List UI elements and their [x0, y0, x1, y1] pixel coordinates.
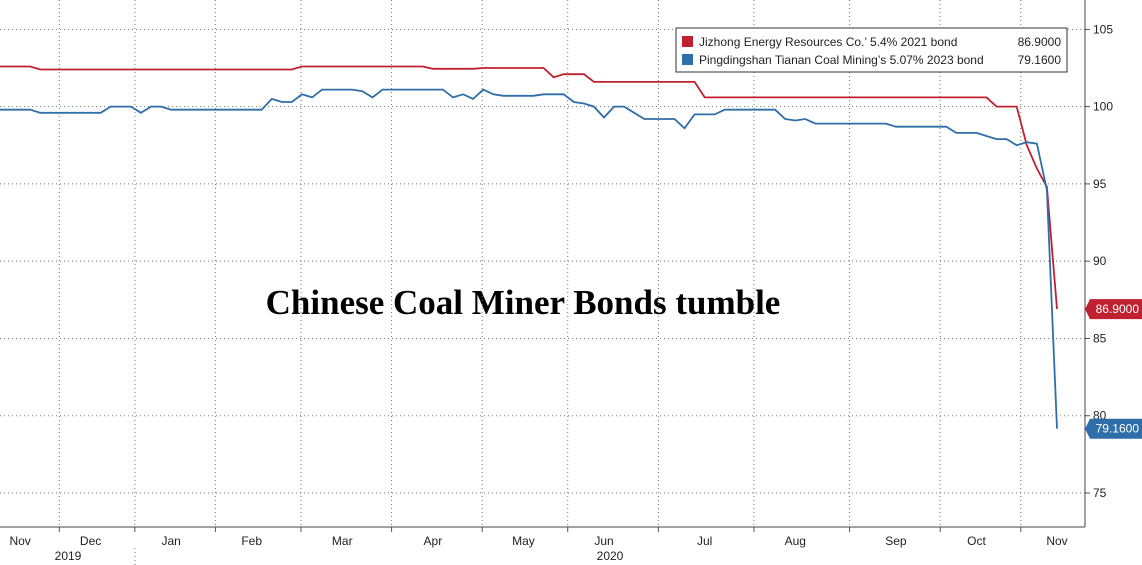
x-tick-label: Nov	[9, 534, 30, 548]
x-tick-label: Dec	[80, 534, 101, 548]
x-tick-label: Mar	[332, 534, 353, 548]
y-tick-label: 90	[1093, 254, 1107, 268]
x-tick-label: Oct	[967, 534, 986, 548]
series-line	[0, 65, 1058, 310]
year-label: 2019	[55, 549, 82, 563]
y-tick-label: 100	[1093, 100, 1113, 114]
value-badge-label: 79.1600	[1096, 422, 1140, 436]
chart-annotation: Chinese Coal Miner Bonds tumble	[266, 283, 781, 322]
y-tick-label: 85	[1093, 331, 1107, 345]
value-badge	[1085, 418, 1142, 439]
value-badge-label: 86.9000	[1096, 302, 1140, 316]
x-tick-label: May	[512, 534, 535, 548]
series-line	[0, 88, 1058, 429]
x-tick-label: Apr	[424, 534, 443, 548]
x-tick-label: Jan	[161, 534, 180, 548]
y-tick-label: 95	[1093, 177, 1107, 191]
legend-box	[675, 27, 1068, 73]
x-tick-label: Jul	[697, 534, 712, 548]
legend-value: 86.9000	[1018, 35, 1062, 49]
y-tick-label: 105	[1093, 22, 1113, 36]
legend-label: Pingdingshan Tianan Coal Mining’s 5.07% …	[699, 53, 984, 67]
legend-swatch	[682, 36, 693, 47]
x-tick-label: Feb	[241, 534, 262, 548]
x-tick-label: Jun	[594, 534, 613, 548]
value-badge	[1085, 299, 1142, 320]
legend-value: 79.1600	[1018, 53, 1062, 67]
x-tick-label: Sep	[885, 534, 907, 548]
x-tick-label: Nov	[1046, 534, 1067, 548]
y-tick-label: 75	[1093, 486, 1107, 500]
legend-swatch	[682, 54, 693, 65]
legend-label: Jizhong Energy Resources Co.’ 5.4% 2021 …	[699, 35, 957, 49]
x-tick-label: Aug	[785, 534, 806, 548]
year-label: 2020	[597, 549, 624, 563]
